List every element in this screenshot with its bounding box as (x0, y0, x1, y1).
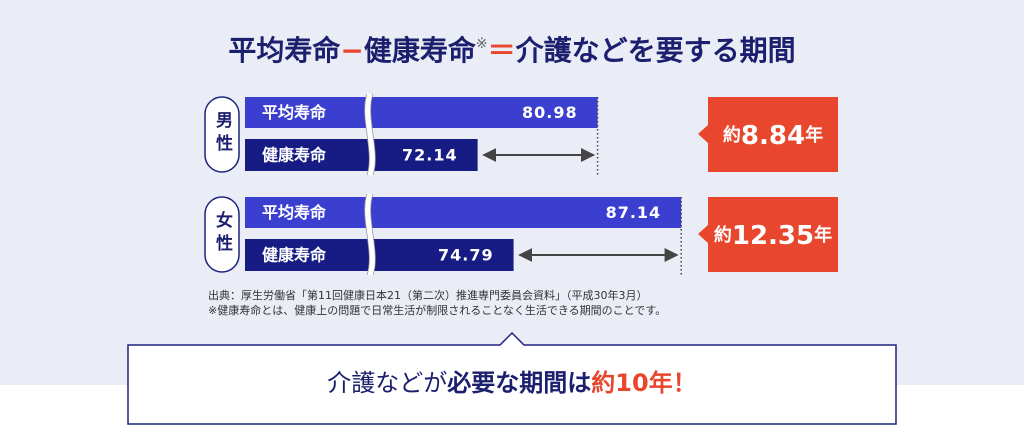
series-label: 平均寿命 (262, 203, 327, 222)
title-part: − (340, 34, 363, 67)
difference-callout (698, 197, 838, 272)
series-label: 健康寿命 (262, 246, 327, 265)
difference-label: 約8.84年 (723, 121, 823, 151)
difference-label: 約12.35年 (714, 221, 832, 251)
bar (245, 239, 514, 271)
group-label: 男性 (212, 111, 233, 157)
axis-break-edge (370, 193, 376, 276)
difference-unit: 年 (814, 224, 832, 246)
value-label: 72.14 (402, 146, 458, 165)
conclusion: 介護などが必要な期間は約10年！ (327, 369, 696, 397)
axis-break (364, 193, 376, 276)
difference-callout (698, 97, 838, 172)
title-part: ※ (476, 36, 488, 52)
difference-value: 8.84 (741, 121, 805, 151)
group-label: 女性 (212, 210, 233, 257)
title-part: 健康寿命 (364, 34, 477, 67)
difference-prefix: 約 (723, 124, 741, 146)
chart-title: 平均寿命−健康寿命※＝介護などを要する期間 (228, 34, 795, 67)
title-part: 平均寿命 (228, 34, 341, 67)
difference-prefix: 約 (714, 224, 732, 246)
bar (245, 139, 478, 171)
title-part: 介護などを要する期間 (515, 34, 796, 67)
bar (245, 197, 682, 228)
conclusion-part: 介護などが (327, 369, 447, 397)
difference-value: 12.35 (732, 221, 814, 251)
title-part: ＝ (488, 34, 516, 67)
note: ※健康寿命とは、健康上の問題で日常生活が制限されることなく生活できる期間のことで… (208, 303, 666, 317)
series-label: 平均寿命 (262, 103, 327, 122)
difference-unit: 年 (805, 124, 823, 146)
conclusion-box (127, 331, 897, 425)
bar (245, 97, 598, 128)
note: 出典：厚生労働省「第11回健康日本21（第二次）推進専門委員会資料」（平成30年… (208, 288, 648, 302)
axis-break-edge (364, 193, 370, 276)
group-pill (204, 96, 240, 173)
value-label: 80.98 (522, 103, 578, 122)
background (0, 0, 1024, 385)
value-label: 87.14 (606, 203, 662, 222)
conclusion-part: 必要な期間は (447, 369, 591, 397)
axis-break (364, 93, 376, 176)
conclusion-part: 約10年！ (591, 369, 696, 397)
group-pill (204, 196, 240, 273)
axis-break-edge (370, 93, 376, 176)
axis-break-edge (364, 93, 370, 176)
series-label: 健康寿命 (262, 146, 327, 165)
value-label: 74.79 (438, 246, 494, 265)
